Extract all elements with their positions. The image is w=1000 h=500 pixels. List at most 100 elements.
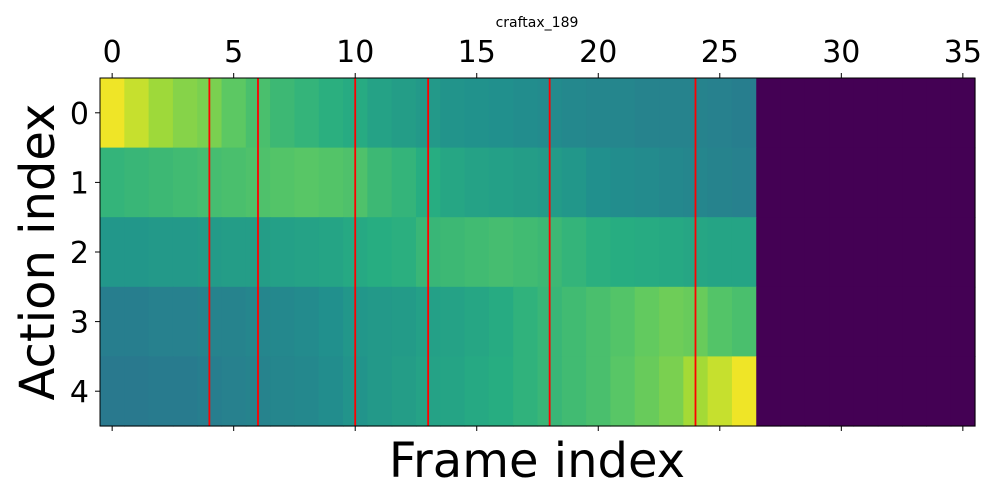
heatmap-cell bbox=[829, 356, 855, 427]
heatmap-cell bbox=[926, 286, 952, 357]
heatmap-cell bbox=[804, 78, 830, 149]
heatmap-cell bbox=[318, 356, 344, 427]
heatmap-cell bbox=[804, 147, 830, 218]
frame-marker-lines bbox=[208, 78, 697, 426]
heatmap-cell bbox=[440, 217, 466, 288]
heatmap-cell bbox=[634, 217, 660, 288]
heatmap-cell bbox=[586, 217, 612, 288]
heatmap-cell bbox=[586, 286, 612, 357]
heatmap-cell bbox=[488, 356, 514, 427]
heatmap-cell bbox=[731, 356, 757, 427]
heatmap-cell bbox=[100, 78, 125, 149]
heatmap-cell bbox=[294, 78, 320, 149]
heatmap-cell bbox=[124, 356, 150, 427]
heatmap-cell bbox=[780, 217, 806, 288]
heatmap-cell bbox=[853, 286, 879, 357]
x-tick-label: 15 bbox=[458, 35, 496, 70]
heatmap-cell bbox=[634, 78, 660, 149]
heatmap-cell bbox=[731, 286, 757, 357]
heatmap-cell bbox=[707, 356, 733, 427]
x-tick-label: 25 bbox=[701, 35, 739, 70]
heatmap-cell bbox=[780, 147, 806, 218]
x-tick-label: 0 bbox=[103, 35, 122, 70]
heatmap-cell bbox=[367, 286, 393, 357]
heatmap-cell bbox=[440, 356, 466, 427]
heatmap-cell bbox=[756, 78, 782, 149]
heatmap-cell bbox=[877, 286, 903, 357]
heatmap-cell bbox=[561, 356, 587, 427]
heatmap-cell bbox=[124, 286, 150, 357]
heatmap-cell bbox=[659, 78, 684, 149]
heatmap-cell bbox=[659, 217, 684, 288]
heatmap-cell bbox=[221, 356, 247, 427]
heatmap-cell bbox=[440, 78, 466, 149]
heatmap-cell bbox=[950, 356, 976, 427]
heatmap-cell bbox=[270, 217, 296, 288]
heatmap-cell bbox=[100, 217, 125, 288]
heatmap-cell bbox=[707, 286, 733, 357]
heatmap-cell bbox=[610, 356, 636, 427]
heatmap-cell bbox=[926, 217, 952, 288]
heatmap-cell bbox=[902, 356, 927, 427]
heatmap-cell bbox=[100, 286, 125, 357]
heatmap-cell bbox=[829, 286, 855, 357]
heatmap-cell bbox=[634, 147, 660, 218]
heatmap-cell bbox=[391, 356, 417, 427]
heatmap-cell bbox=[464, 217, 490, 288]
heatmap-cell bbox=[294, 217, 320, 288]
heatmap-cell bbox=[172, 217, 198, 288]
heatmap-cell bbox=[853, 147, 879, 218]
heatmap-cell bbox=[100, 356, 125, 427]
heatmap-cell bbox=[367, 78, 393, 149]
heatmap-cell bbox=[367, 356, 393, 427]
heatmap-cell bbox=[440, 147, 466, 218]
y-tick-label: 4 bbox=[70, 375, 89, 410]
heatmap-cell bbox=[488, 147, 514, 218]
heatmap-cell bbox=[586, 147, 612, 218]
heatmap-cell bbox=[148, 147, 174, 218]
heatmap-cell bbox=[634, 286, 660, 357]
heatmap-cell bbox=[172, 78, 198, 149]
x-axis-ticks: 0 5 10 15 20 25 30 35 bbox=[103, 35, 982, 431]
heatmap-cell bbox=[221, 217, 247, 288]
heatmap-cell bbox=[829, 78, 855, 149]
heatmap-cell bbox=[780, 78, 806, 149]
heatmap-cell bbox=[172, 356, 198, 427]
heatmap-cell bbox=[221, 78, 247, 149]
heatmap-cell bbox=[513, 356, 539, 427]
x-tick-label: 20 bbox=[579, 35, 617, 70]
heatmap-cell bbox=[902, 147, 927, 218]
heatmap-cell bbox=[731, 217, 757, 288]
heatmap-cell bbox=[391, 286, 417, 357]
heatmap-cell bbox=[221, 286, 247, 357]
heatmap-cell bbox=[464, 78, 490, 149]
x-tick-label: 35 bbox=[944, 35, 982, 70]
heatmap-cell bbox=[877, 147, 903, 218]
heatmap-cell bbox=[513, 217, 539, 288]
heatmap-cell bbox=[318, 286, 344, 357]
y-axis-ticks: 0 1 2 3 4 bbox=[70, 97, 100, 410]
heatmap-cell bbox=[172, 147, 198, 218]
heatmap-cell bbox=[950, 217, 976, 288]
heatmap-cell bbox=[829, 147, 855, 218]
heatmap-cell bbox=[270, 78, 296, 149]
heatmap-cell bbox=[780, 356, 806, 427]
heatmap-cell bbox=[756, 147, 782, 218]
heatmap-cell bbox=[926, 78, 952, 149]
heatmap-cell bbox=[634, 356, 660, 427]
x-axis-label: Frame index bbox=[389, 433, 685, 489]
heatmap-cell bbox=[513, 78, 539, 149]
heatmap-cell bbox=[100, 147, 125, 218]
heatmap-cell bbox=[294, 286, 320, 357]
heatmap-cell bbox=[853, 356, 879, 427]
heatmap-cell bbox=[926, 356, 952, 427]
heatmap-cell bbox=[853, 78, 879, 149]
y-tick-label: 3 bbox=[70, 306, 89, 341]
heatmap-cell bbox=[367, 217, 393, 288]
heatmap-cell bbox=[391, 147, 417, 218]
heatmap-cell bbox=[902, 286, 927, 357]
heatmap-cell bbox=[780, 286, 806, 357]
heatmap-cell bbox=[561, 147, 587, 218]
heatmap-cell bbox=[804, 217, 830, 288]
